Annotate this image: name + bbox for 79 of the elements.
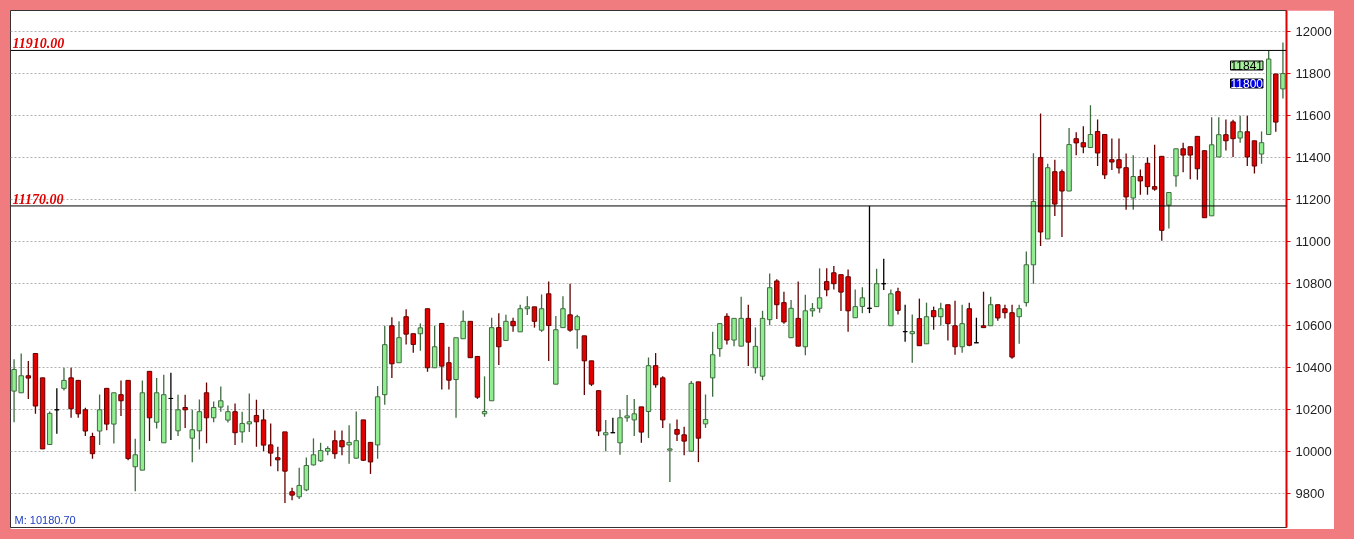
candlestick [859,286,866,314]
candlestick [873,268,880,308]
candlestick [417,322,424,352]
y-tick-label: 11000 [1295,234,1331,250]
candlestick [987,296,994,327]
candlestick [1144,156,1151,196]
candlestick [538,293,545,333]
y-tick-label: 11200 [1295,192,1331,208]
candlestick [510,317,516,333]
y-tick-label: 10200 [1295,402,1332,418]
candlestick [25,360,32,400]
y-tick-label: 10800 [1295,276,1332,292]
candlestick [267,422,274,467]
candlestick [182,394,188,429]
ref-line-label: 11910.00 [12,36,65,52]
candlestick [531,306,538,329]
candlestick [667,422,673,483]
y-tick-label: 10000 [1295,444,1332,460]
candlestick [702,393,709,429]
y-tick-label: 11600 [1295,108,1331,124]
annotation: 11800 [1230,77,1264,91]
y-tick-label: 9800 [1295,486,1325,502]
candlestick [1151,144,1158,192]
candlestick [724,312,730,346]
candlestick [1237,115,1243,144]
candlestick [367,441,374,475]
y-tick-label: 10600 [1295,318,1332,334]
y-tick-label: 11400 [1295,150,1331,166]
candlestick [1137,168,1144,196]
candlestick [952,300,958,356]
candlestick [560,295,566,329]
candlestick [816,267,823,314]
candlestick [96,393,103,446]
candlestick [980,291,987,329]
candlestick [709,330,716,398]
candlestick [196,398,203,451]
candlestick [496,312,502,366]
candlestick [232,402,238,446]
candlestick [930,305,937,331]
candlestick [189,409,195,463]
candlestick [253,399,260,448]
candlestick [89,432,96,460]
candlestick [681,426,687,456]
candlestick [674,418,680,442]
candlestick [895,287,901,316]
candlestick [567,283,573,333]
annotation: M: 10180.70 [14,513,76,526]
annotation: 11841 [1230,59,1264,73]
candlestick [431,325,438,369]
candlestick [1166,191,1172,230]
candlestick [1094,118,1101,167]
candlestick [1130,154,1136,211]
ref-line-label: 11170.00 [12,191,64,207]
candlestick [938,301,944,327]
candlestick [310,437,317,467]
candlestick [1073,131,1079,156]
candlestick [175,394,181,437]
candlestick [909,313,915,364]
candlestick [574,314,580,350]
candlestick [1258,130,1265,165]
y-tick-label: 11800 [1295,66,1331,82]
candlestick [752,326,759,375]
y-tick-label: 12000 [1295,24,1332,40]
candlestick [959,304,965,354]
candlestick [1087,104,1094,149]
candlestick [61,367,67,392]
candlestick [852,288,858,319]
candlestick [745,304,752,367]
candlestick [132,438,138,492]
candlestick [1080,125,1087,154]
y-tick-label: 10400 [1295,360,1332,376]
candlestick [652,352,659,389]
candlestick [1016,304,1022,345]
candlestick [945,304,951,342]
candlestick [603,419,609,452]
candlestick [503,314,509,342]
candlestick [588,360,595,387]
candlestick [1280,41,1286,100]
candlestick [317,442,324,463]
